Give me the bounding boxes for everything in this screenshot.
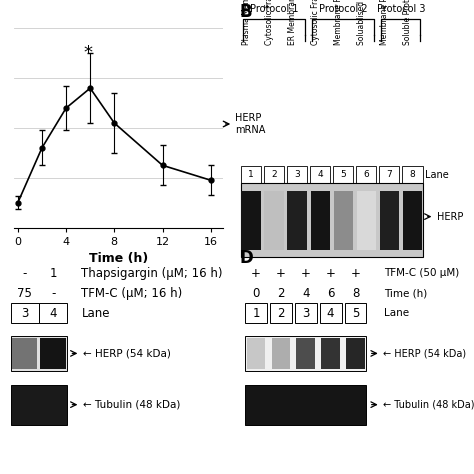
FancyBboxPatch shape <box>39 303 67 323</box>
FancyBboxPatch shape <box>295 303 317 323</box>
Text: Soluble Proteins: Soluble Proteins <box>403 0 412 45</box>
Text: Protocol 1: Protocol 1 <box>250 4 299 14</box>
Text: -: - <box>23 267 27 280</box>
Text: 2: 2 <box>272 170 277 179</box>
Text: 7: 7 <box>386 170 392 179</box>
Text: ER Membrane Fraction: ER Membrane Fraction <box>288 0 297 45</box>
Text: Thapsigargin (μM; 16 h): Thapsigargin (μM; 16 h) <box>82 267 223 280</box>
FancyBboxPatch shape <box>310 166 330 183</box>
Text: +: + <box>301 267 310 280</box>
Text: 1: 1 <box>248 170 254 179</box>
Text: +: + <box>326 267 336 280</box>
FancyBboxPatch shape <box>264 166 284 183</box>
FancyBboxPatch shape <box>241 166 261 183</box>
Text: Protocol 2: Protocol 2 <box>319 4 368 14</box>
Text: ← HERP (54 kDa): ← HERP (54 kDa) <box>82 348 170 358</box>
FancyBboxPatch shape <box>241 191 261 249</box>
Text: Lane: Lane <box>425 170 449 180</box>
FancyBboxPatch shape <box>245 384 366 425</box>
FancyBboxPatch shape <box>345 303 366 323</box>
Text: 3: 3 <box>294 170 300 179</box>
FancyBboxPatch shape <box>321 338 340 369</box>
Text: D: D <box>239 249 253 267</box>
FancyBboxPatch shape <box>379 166 400 183</box>
Text: 8: 8 <box>352 287 359 300</box>
FancyBboxPatch shape <box>296 338 315 369</box>
Text: Protocol 3: Protocol 3 <box>377 4 425 14</box>
FancyBboxPatch shape <box>402 166 422 183</box>
FancyBboxPatch shape <box>272 338 290 369</box>
FancyBboxPatch shape <box>10 384 67 425</box>
Text: B: B <box>239 3 252 21</box>
Text: Membrane Pellet: Membrane Pellet <box>380 0 389 45</box>
FancyBboxPatch shape <box>270 303 292 323</box>
Text: Membrane Fraction: Membrane Fraction <box>334 0 343 45</box>
Text: HERP: HERP <box>437 211 463 222</box>
Text: 4: 4 <box>49 307 57 320</box>
Text: 0: 0 <box>252 287 260 300</box>
Text: 2: 2 <box>277 287 284 300</box>
Text: 4: 4 <box>327 307 334 320</box>
X-axis label: Time (h): Time (h) <box>89 252 148 265</box>
Text: Cytosolic Fraction: Cytosolic Fraction <box>311 0 320 45</box>
Text: 6: 6 <box>327 287 334 300</box>
FancyBboxPatch shape <box>346 338 365 369</box>
FancyBboxPatch shape <box>319 303 342 323</box>
FancyBboxPatch shape <box>380 191 399 249</box>
FancyBboxPatch shape <box>245 336 366 371</box>
Text: +: + <box>276 267 286 280</box>
FancyBboxPatch shape <box>402 191 422 249</box>
Text: TFM-C (50 μM): TFM-C (50 μM) <box>384 268 459 278</box>
FancyBboxPatch shape <box>241 183 422 257</box>
Text: 4: 4 <box>302 287 310 300</box>
FancyBboxPatch shape <box>310 191 330 249</box>
Text: ← Tubulin (48 kDa): ← Tubulin (48 kDa) <box>82 400 180 410</box>
Text: Time (h): Time (h) <box>384 288 427 298</box>
Text: 1: 1 <box>252 307 260 320</box>
Text: 3: 3 <box>302 307 310 320</box>
FancyBboxPatch shape <box>12 338 37 369</box>
Text: TFM-C (μM; 16 h): TFM-C (μM; 16 h) <box>82 287 182 300</box>
Text: Soluablised Membrane Proteins: Soluablised Membrane Proteins <box>357 0 366 45</box>
FancyBboxPatch shape <box>10 336 67 371</box>
Text: 1: 1 <box>49 267 57 280</box>
FancyBboxPatch shape <box>287 191 307 249</box>
Text: -: - <box>51 287 55 300</box>
Text: 4: 4 <box>318 170 323 179</box>
Text: 75: 75 <box>18 287 32 300</box>
FancyBboxPatch shape <box>246 338 265 369</box>
FancyBboxPatch shape <box>10 303 39 323</box>
FancyBboxPatch shape <box>356 191 376 249</box>
FancyBboxPatch shape <box>287 166 308 183</box>
FancyBboxPatch shape <box>334 191 353 249</box>
Text: 6: 6 <box>364 170 369 179</box>
Text: 5: 5 <box>352 307 359 320</box>
FancyBboxPatch shape <box>264 191 284 249</box>
Text: Plasma Membrane Fraction: Plasma Membrane Fraction <box>242 0 251 45</box>
Text: ← Tubulin (48 kDa): ← Tubulin (48 kDa) <box>383 400 474 410</box>
FancyBboxPatch shape <box>245 303 267 323</box>
Text: 5: 5 <box>340 170 346 179</box>
Text: ← HERP (54 kDa): ← HERP (54 kDa) <box>383 348 466 358</box>
Text: 2: 2 <box>277 307 284 320</box>
Text: +: + <box>351 267 360 280</box>
Text: Lane: Lane <box>384 308 409 319</box>
FancyBboxPatch shape <box>356 166 376 183</box>
Text: 8: 8 <box>410 170 415 179</box>
Text: *: * <box>83 45 92 62</box>
Text: HERP
mRNA: HERP mRNA <box>235 113 265 135</box>
Text: 3: 3 <box>21 307 28 320</box>
FancyBboxPatch shape <box>40 338 66 369</box>
FancyBboxPatch shape <box>333 166 354 183</box>
Text: +: + <box>251 267 261 280</box>
Text: Cytosolic Fraction: Cytosolic Fraction <box>265 0 274 45</box>
Text: Lane: Lane <box>82 307 110 320</box>
